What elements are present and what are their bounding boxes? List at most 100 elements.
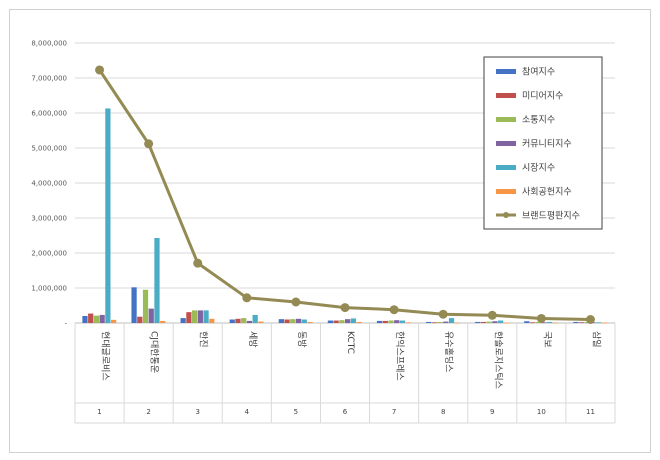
category-label: KCTC (345, 331, 355, 354)
bar-커뮤니티지수-2 (197, 310, 203, 323)
bar-참여지수-3 (229, 319, 235, 323)
bar-사회공헌지수-10 (601, 322, 608, 324)
bar-미디어지수-3 (235, 318, 241, 323)
bar-시장지수-10 (596, 322, 602, 324)
bar-참여지수-0 (82, 316, 88, 323)
legend-label: 사회공헌지수 (522, 187, 572, 198)
bars (82, 108, 608, 324)
bar-커뮤니티지수-0 (99, 314, 105, 323)
point-브랜드평판지수-6 (389, 305, 399, 315)
bar-사회공헌지수-6 (405, 322, 411, 324)
bar-시장지수-0 (105, 108, 111, 323)
legend-swatch (496, 141, 516, 146)
point-브랜드평판지수-10 (585, 315, 595, 324)
bar-소통지수-0 (93, 315, 100, 323)
bar-시장지수-2 (203, 310, 209, 323)
bar-시장지수-4 (301, 319, 307, 323)
bar-참여지수-7 (426, 321, 432, 323)
bar-커뮤니티지수-4 (295, 318, 302, 323)
bar-사회공헌지수-0 (111, 319, 117, 323)
point-브랜드평판지수-8 (487, 310, 497, 320)
bar-미디어지수-6 (382, 320, 388, 323)
bar-소통지수-5 (339, 320, 345, 323)
y-tick-label: 6,000,000 (31, 110, 67, 118)
legend-label: 미디어지수 (522, 91, 563, 102)
category-number: 1 (97, 408, 101, 416)
category-label: 삼일 (590, 331, 601, 348)
legend-swatch (496, 165, 516, 170)
bar-미디어지수-10 (579, 322, 585, 324)
bar-미디어지수-8 (480, 321, 487, 323)
y-tick-label: 5,000,000 (31, 145, 67, 153)
x-axis: 현대글로비스 1 CJ대한통운 2 한진 3 세방 4 동방 5 KCTC 6 한익스프레스 7 유수홀딩스… (74, 323, 616, 424)
bar-미디어지수-1 (137, 316, 143, 323)
bar-시장지수-7 (448, 318, 455, 323)
category-number: 7 (392, 408, 396, 416)
category-number: 3 (195, 408, 199, 416)
legend-swatch (496, 189, 516, 194)
point-브랜드평판지수-2 (193, 258, 203, 268)
bar-참여지수-5 (327, 320, 334, 323)
legend-label: 시장지수 (522, 163, 555, 174)
bar-사회공헌지수-8 (503, 322, 509, 324)
legend-label: 브랜드평판지수 (522, 211, 580, 222)
bar-커뮤니티지수-9 (541, 322, 547, 324)
bar-커뮤니티지수-3 (246, 320, 253, 323)
bar-사회공헌지수-1 (160, 320, 166, 323)
point-브랜드평판지수-5 (340, 303, 350, 313)
bar-소통지수-8 (486, 321, 492, 323)
legend-swatch (496, 117, 516, 122)
bar-시장지수-8 (498, 320, 504, 323)
bar-시장지수-5 (350, 318, 356, 323)
category-label: 현대글로비스 (100, 331, 111, 381)
bar-커뮤니티지수-7 (443, 321, 449, 323)
legend-label: 참여지수 (522, 66, 555, 78)
bar-미디어지수-2 (186, 312, 192, 323)
bar-참여지수-8 (475, 321, 481, 323)
bar-커뮤니티지수-6 (394, 320, 400, 323)
bar-소통지수-1 (142, 289, 149, 323)
y-tick-label: 8,000,000 (31, 40, 67, 48)
bar-미디어지수-0 (88, 313, 94, 323)
bar-사회공헌지수-2 (209, 318, 215, 323)
category-number: 4 (245, 408, 250, 416)
bar-커뮤니티지수-1 (148, 308, 154, 323)
point-브랜드평판지수-4 (291, 297, 301, 307)
bar-소통지수-4 (290, 319, 296, 323)
point-브랜드평판지수-3 (242, 293, 252, 303)
category-label: CJ대한통운 (149, 331, 160, 373)
bar-미디어지수-5 (333, 320, 339, 323)
category-label: 국보 (541, 331, 552, 348)
legend-swatch-marker (503, 212, 509, 218)
y-tick-label: 2,000,000 (31, 250, 67, 258)
bar-참여지수-9 (524, 321, 530, 323)
brand-index-line (95, 65, 595, 324)
bar-참여지수-6 (376, 320, 383, 323)
category-number: 10 (537, 408, 546, 416)
bar-커뮤니티지수-8 (492, 321, 498, 323)
bar-소통지수-2 (192, 310, 198, 323)
y-tick-label: 4,000,000 (31, 180, 67, 188)
point-브랜드평판지수-9 (536, 313, 546, 323)
legend-swatch (496, 69, 516, 74)
bar-소통지수-3 (241, 318, 247, 323)
bar-미디어지수-7 (431, 322, 437, 324)
category-number: 9 (490, 408, 494, 416)
bar-시장지수-9 (547, 321, 553, 323)
bar-참여지수-4 (278, 319, 284, 323)
bar-시장지수-6 (399, 320, 406, 323)
legend-label: 소통지수 (522, 115, 555, 126)
bar-사회공헌지수-7 (454, 322, 460, 324)
category-number: 11 (586, 408, 595, 416)
bar-사회공헌지수-9 (552, 322, 559, 324)
category-label: 한진 (198, 331, 209, 348)
point-브랜드평판지수-7 (438, 309, 448, 319)
y-tick-label: - (64, 320, 67, 328)
point-브랜드평판지수-0 (95, 65, 105, 75)
category-label: 한솔로지스틱스 (492, 331, 504, 389)
category-number: 5 (294, 408, 298, 416)
category-label: 유수홀딩스 (443, 331, 455, 372)
legend-label: 커뮤니티지수 (522, 139, 572, 150)
